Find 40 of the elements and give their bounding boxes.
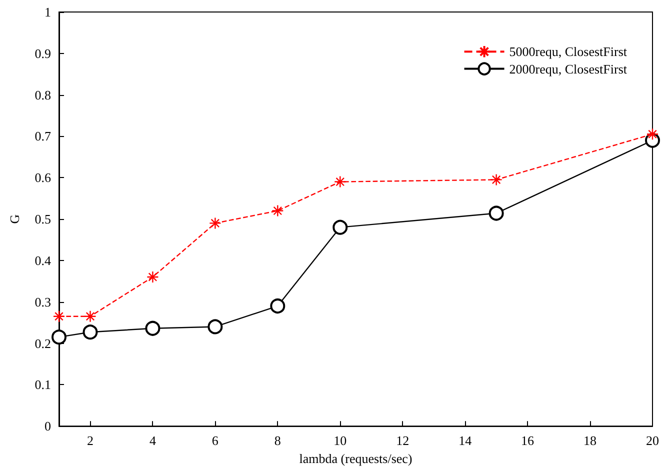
y-tick-label: 0.5 — [34, 212, 51, 227]
point — [488, 206, 504, 221]
y-tick-label: 0.1 — [34, 377, 51, 392]
y-tick-label: 0 — [44, 418, 51, 434]
point — [646, 128, 659, 140]
x-tick-label: 10 — [334, 433, 347, 448]
point — [84, 310, 96, 322]
point — [334, 176, 346, 188]
y-tick-label: 0.4 — [34, 252, 52, 268]
point — [490, 174, 502, 186]
x-tick-label: 4 — [149, 433, 156, 448]
y-tick-label: 0.8 — [34, 87, 51, 102]
point — [145, 320, 160, 336]
point — [272, 204, 284, 217]
y-tick-label: 0.7 — [34, 128, 52, 144]
y-tick-label: 0.6 — [34, 170, 52, 186]
legend-label: 2000requ, ClosestFirst — [509, 61, 628, 76]
x-tick-label: 2 — [86, 433, 94, 448]
x-axis-title: lambda (requests/sec) — [299, 451, 412, 466]
point — [270, 298, 286, 314]
point — [332, 220, 348, 235]
x-tick-label: 18 — [584, 433, 597, 448]
y-axis-title: G — [7, 214, 22, 224]
x-tick-label: 16 — [521, 433, 535, 448]
point — [82, 324, 98, 340]
x-tick-label: 14 — [458, 433, 472, 448]
point — [52, 310, 66, 322]
x-tick-label: 12 — [396, 433, 410, 448]
x-tick-label: 20 — [646, 433, 659, 448]
legend-label: 5000requ, ClosestFirst — [509, 44, 628, 60]
point — [52, 330, 66, 345]
point — [209, 217, 222, 230]
point — [146, 270, 159, 284]
point — [208, 319, 223, 334]
x-tick-label: 6 — [212, 433, 219, 448]
y-tick-label: 0.2 — [34, 336, 51, 351]
x-tick-label: 8 — [274, 433, 281, 448]
y-tick-label: 0.3 — [34, 294, 51, 310]
y-tick-label: 0.9 — [34, 46, 51, 61]
y-tick-label: 1 — [44, 4, 51, 20]
